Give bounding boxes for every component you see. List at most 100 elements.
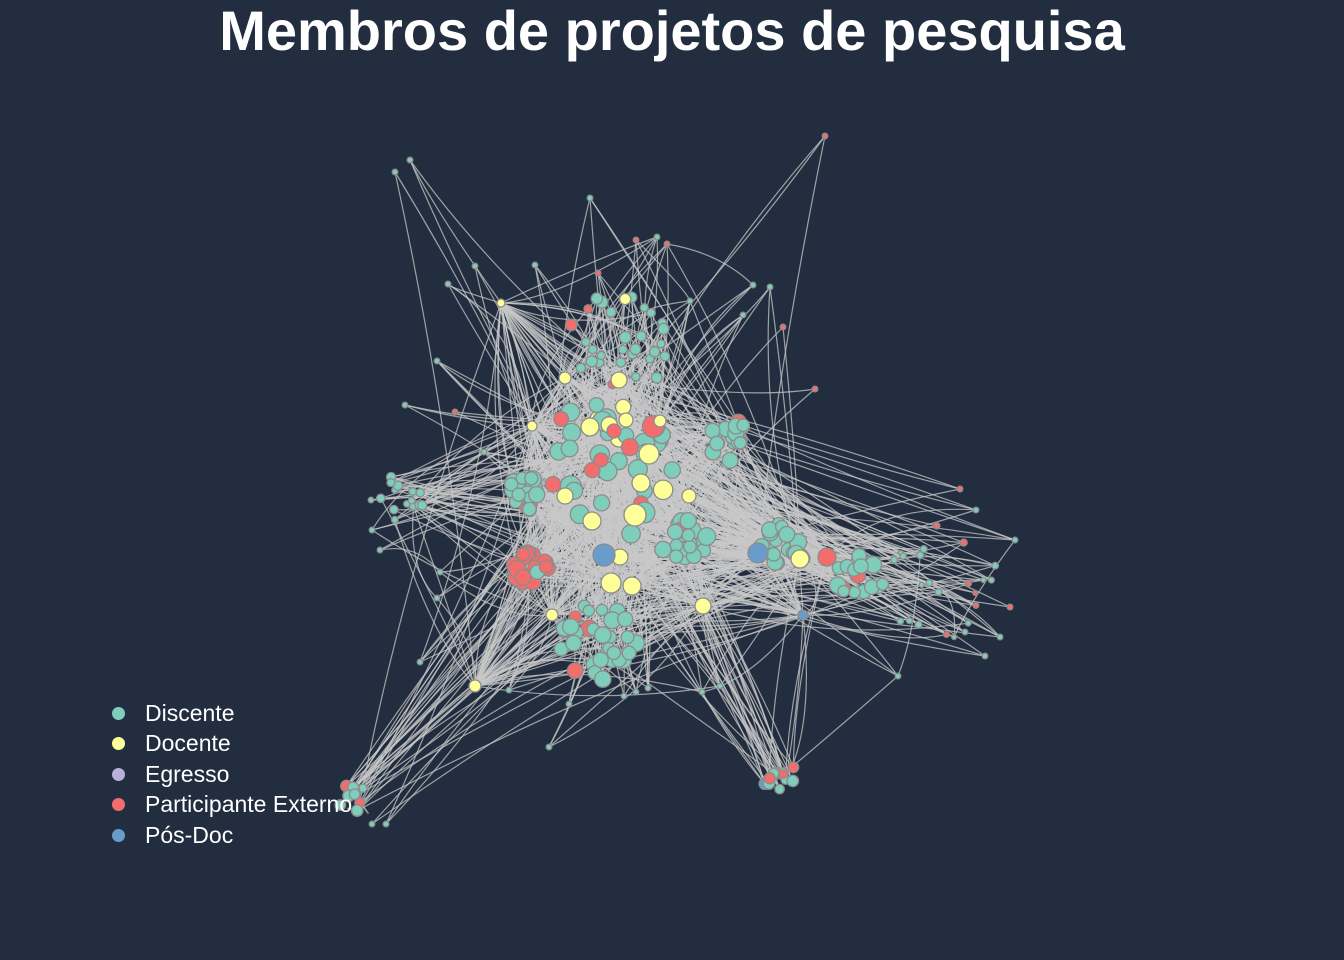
network-edge xyxy=(500,236,658,304)
node-discente xyxy=(697,526,717,547)
node-discente xyxy=(749,281,757,289)
network-edge xyxy=(785,556,828,780)
network-edge xyxy=(352,552,759,788)
node-discente xyxy=(561,422,582,443)
network-edge xyxy=(702,605,784,775)
node-participante-externo xyxy=(1006,603,1014,611)
node-discente xyxy=(586,194,594,202)
node-discente xyxy=(890,555,899,564)
node-discente xyxy=(650,371,663,384)
network-edge xyxy=(474,591,865,687)
node-discente xyxy=(524,471,539,486)
network-edge xyxy=(570,485,759,554)
node-discente xyxy=(632,688,640,696)
network-edge xyxy=(409,159,502,304)
node-discente xyxy=(480,448,488,456)
node-participante-externo xyxy=(942,630,951,639)
node-docente xyxy=(582,511,602,531)
node-discente xyxy=(852,558,869,575)
node-discente xyxy=(972,506,980,514)
node-participante-externo xyxy=(583,304,593,314)
legend-label-egresso: Egresso xyxy=(145,760,230,787)
legend-entry-pos-doc: Pós-Doc xyxy=(110,820,352,851)
node-docente xyxy=(652,479,674,501)
node-discente xyxy=(716,682,724,690)
network-edge xyxy=(411,500,553,616)
network-edge xyxy=(500,302,642,337)
node-discente xyxy=(648,346,661,358)
network-edge xyxy=(702,605,766,784)
network-edge xyxy=(359,605,704,804)
node-participante-externo xyxy=(553,411,570,427)
network-edge xyxy=(371,529,553,616)
node-discente xyxy=(590,292,604,305)
network-edge xyxy=(385,520,593,825)
node-discente xyxy=(391,168,399,176)
node-discente xyxy=(739,311,747,319)
node-discente xyxy=(774,783,785,795)
chart-title: Membros de projetos de pesquisa xyxy=(219,0,1125,62)
network-edge xyxy=(618,284,754,381)
network-edge xyxy=(589,197,828,558)
network-edge xyxy=(802,614,947,639)
network-edge xyxy=(411,500,476,687)
node-discente xyxy=(896,617,905,626)
node-discente xyxy=(401,401,409,409)
network-edge xyxy=(346,495,566,787)
node-discente xyxy=(618,330,632,344)
node-discente xyxy=(545,743,553,751)
network-edge xyxy=(783,675,899,775)
node-discente xyxy=(981,652,989,660)
node-discente xyxy=(683,539,697,554)
network-edge xyxy=(564,300,691,379)
network-edge xyxy=(666,243,754,286)
network-edge xyxy=(508,558,801,691)
node-participante-externo xyxy=(817,547,837,567)
node-participante-externo xyxy=(516,547,531,562)
network-edge xyxy=(618,379,816,394)
network-edge xyxy=(644,236,661,422)
network-edge xyxy=(474,647,609,687)
legend-entry-discente: Discente xyxy=(110,698,352,729)
node-discente xyxy=(639,303,649,313)
node-discente xyxy=(368,820,376,828)
node-discente xyxy=(593,626,612,644)
legend-swatch-egresso xyxy=(112,767,125,781)
node-participante-externo xyxy=(821,132,829,140)
node-docente xyxy=(558,371,572,385)
node-participante-externo xyxy=(811,385,819,393)
node-discente xyxy=(575,362,587,374)
node-participante-externo xyxy=(972,589,979,597)
node-discente xyxy=(934,588,943,597)
node-discente xyxy=(433,357,441,365)
network-edge xyxy=(536,478,642,496)
network-edge xyxy=(500,302,520,486)
legend-label-participante-externo: Participante Externo xyxy=(145,791,353,818)
node-discente xyxy=(606,645,622,661)
node-discente xyxy=(334,799,347,812)
node-discente xyxy=(389,504,399,515)
node-discente xyxy=(503,477,519,492)
network-edge xyxy=(769,286,804,616)
network-edge xyxy=(564,377,977,511)
node-discente xyxy=(668,549,684,564)
node-discente xyxy=(991,561,1000,570)
node-pos-doc xyxy=(797,609,809,621)
node-participante-externo xyxy=(959,538,968,547)
network-edge xyxy=(618,379,961,490)
node-discente xyxy=(766,547,782,562)
node-discente xyxy=(620,692,628,700)
network-edge xyxy=(802,583,969,616)
nodes-layer xyxy=(334,132,1019,828)
node-discente xyxy=(386,478,396,488)
node-participante-externo xyxy=(972,601,980,609)
node-discente xyxy=(416,658,424,666)
node-discente xyxy=(918,581,925,589)
node-participante-externo xyxy=(594,269,602,277)
node-discente xyxy=(348,788,361,801)
node-discente xyxy=(679,511,697,530)
node-discente xyxy=(786,774,800,788)
network-edge xyxy=(564,300,691,379)
node-participante-externo xyxy=(632,236,640,244)
